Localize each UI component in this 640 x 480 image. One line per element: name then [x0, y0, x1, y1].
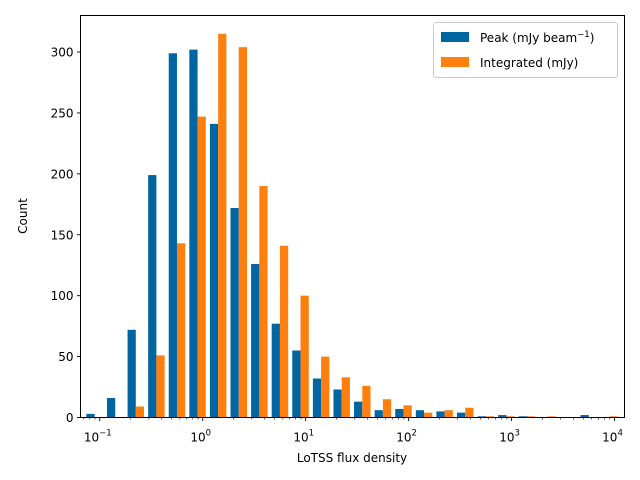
x-axis-ticks: 10−1 100 101 102 103 104 — [83, 417, 623, 445]
x-tick-label: 102 — [396, 429, 417, 445]
bar-peak — [436, 411, 445, 418]
bar-peak — [518, 416, 528, 418]
bar-integrated — [444, 410, 453, 418]
bar-peak — [312, 378, 322, 418]
legend-frame — [433, 22, 618, 78]
bar-integrated — [424, 412, 433, 418]
y-tick-label: 250 — [51, 106, 74, 120]
bar-peak — [86, 413, 95, 418]
bar-peak — [580, 415, 589, 418]
x-tick-label: 101 — [293, 429, 314, 445]
bar-peak — [292, 350, 301, 418]
x-tick-label: 103 — [499, 429, 520, 445]
bar-integrated — [300, 295, 309, 418]
bar-peak — [148, 175, 157, 418]
bar-peak — [374, 410, 383, 418]
bar-integrated — [506, 416, 515, 418]
y-tick-label: 150 — [51, 228, 74, 242]
bar-integrated — [279, 245, 289, 418]
legend: Peak (mJy beam−1) Integrated (mJy) — [433, 22, 618, 78]
bar-peak — [189, 49, 198, 418]
bar-integrated — [176, 243, 186, 418]
bar-peak — [457, 412, 466, 418]
bar-integrated — [403, 405, 412, 418]
bar-integrated — [362, 385, 371, 418]
bar-integrated — [259, 186, 268, 418]
x-tick-label: 10−1 — [84, 429, 112, 445]
legend-swatch-peak — [441, 32, 469, 42]
bar-integrated — [218, 33, 227, 418]
bar-integrated — [341, 377, 350, 418]
y-tick-label: 100 — [51, 289, 74, 303]
legend-label-peak: Peak (mJy beam−1) — [480, 30, 594, 45]
bar-peak — [209, 123, 219, 418]
legend-label-integrated: Integrated (mJy) — [480, 56, 578, 70]
bar-integrated — [197, 116, 206, 418]
bar-peak — [354, 401, 363, 418]
bar-integrated — [465, 407, 474, 418]
bar-peak — [477, 416, 486, 418]
bar-peak — [230, 207, 239, 418]
y-tick-label: 300 — [51, 46, 74, 60]
x-tick-label: 100 — [190, 429, 211, 445]
y-tick-label: 50 — [58, 350, 73, 364]
legend-swatch-integrated — [441, 57, 469, 67]
bar-integrated — [527, 416, 536, 418]
bars-group — [86, 33, 618, 418]
bar-peak — [106, 398, 116, 418]
bar-integrated — [156, 355, 165, 418]
y-axis-label: Count — [16, 198, 30, 234]
x-tick-label: 104 — [602, 429, 623, 445]
y-tick-label: 200 — [51, 167, 74, 181]
plot-frame — [80, 15, 625, 418]
bar-peak — [415, 410, 425, 418]
bar-peak — [333, 389, 342, 418]
x-axis-label: LoTSS flux density — [297, 451, 407, 465]
bar-integrated — [238, 47, 247, 418]
bar-integrated — [485, 416, 495, 418]
bar-peak — [271, 323, 280, 418]
bar-integrated — [382, 399, 392, 418]
bar-peak — [395, 408, 404, 418]
bar-peak — [498, 415, 507, 418]
bar-integrated — [135, 406, 145, 418]
bar-integrated — [321, 356, 330, 418]
bar-peak — [251, 264, 260, 418]
bar-integrated — [547, 416, 556, 418]
bar-peak — [168, 53, 177, 418]
y-tick-label: 0 — [66, 411, 74, 425]
y-axis-ticks: 0 50 100 150 200 250 300 — [51, 46, 81, 425]
bar-peak — [127, 329, 136, 418]
bar-integrated — [609, 416, 618, 418]
